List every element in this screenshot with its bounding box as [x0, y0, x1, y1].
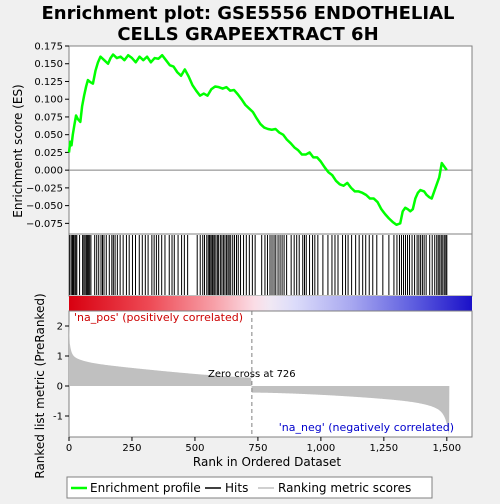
- x-axis: 0 250 500 750 1,000 1,250 1,500: [66, 437, 461, 454]
- es-plot-area: [68, 45, 473, 235]
- metric-y-tick-label: 2: [57, 322, 63, 333]
- x-tick-label: 1,000: [307, 443, 336, 454]
- metric-y-axis-label: Ranked list metric (PreRanked): [33, 293, 47, 478]
- legend-hits: Hits: [225, 481, 248, 495]
- hits-plot-area: [68, 233, 473, 297]
- hits-marks: [69, 235, 448, 295]
- rank-heat-bar: [69, 296, 472, 311]
- es-y-tick-label: 0.150: [34, 59, 63, 70]
- metric-y-axis: -1 0 1 2: [53, 322, 69, 423]
- chart-title-line-1: Enrichment plot: GSE5556 ENDOTHELIAL: [42, 3, 455, 24]
- metric-y-tick-label: 0: [57, 382, 63, 393]
- es-y-tick-label: −0.025: [26, 183, 63, 194]
- x-tick-label: 1,250: [370, 443, 399, 454]
- x-tick-label: 0: [66, 443, 72, 454]
- es-y-tick-label: 0.075: [34, 112, 63, 123]
- es-y-tick-label: 0.100: [34, 95, 63, 106]
- legend-ranking-metric: Ranking metric scores: [278, 481, 411, 495]
- legend-enrichment-profile: Enrichment profile: [90, 481, 201, 495]
- es-y-tick-label: 0.175: [34, 42, 63, 53]
- chart-title-line-2: CELLS GRAPEEXTRACT 6H: [117, 24, 378, 45]
- es-y-tick-label: 0.050: [34, 130, 63, 141]
- es-y-tick-label: −0.050: [26, 201, 63, 212]
- x-axis-label: Rank in Ordered Dataset: [193, 455, 341, 469]
- metric-y-tick-label: 1: [57, 352, 63, 363]
- negative-correlation-label: 'na_neg' (negatively correlated): [279, 421, 454, 434]
- es-y-tick-label: −0.075: [26, 219, 63, 230]
- legend-box: [66, 476, 433, 499]
- enrichment-profile-line: [67, 53, 448, 227]
- x-tick-label: 250: [122, 443, 141, 454]
- x-tick-label: 500: [185, 443, 204, 454]
- positive-correlation-label: 'na_pos' (positively correlated): [74, 311, 243, 324]
- es-y-tick-label: 0.125: [34, 77, 63, 88]
- metric-y-tick-label: -1: [53, 412, 63, 423]
- ranking-metric-area: [69, 320, 450, 436]
- es-y-tick-label: 0.000: [34, 166, 63, 177]
- zero-cross-label: Zero cross at 726: [208, 369, 296, 380]
- es-y-axis: −0.075 −0.050 −0.025 0.000 0.025 0.050 0.075 0.…: [26, 42, 69, 230]
- x-tick-label: 750: [248, 443, 267, 454]
- es-y-tick-label: 0.025: [34, 148, 63, 159]
- x-tick-label: 1,500: [432, 443, 461, 454]
- es-y-axis-label: Enrichment score (ES): [11, 84, 25, 217]
